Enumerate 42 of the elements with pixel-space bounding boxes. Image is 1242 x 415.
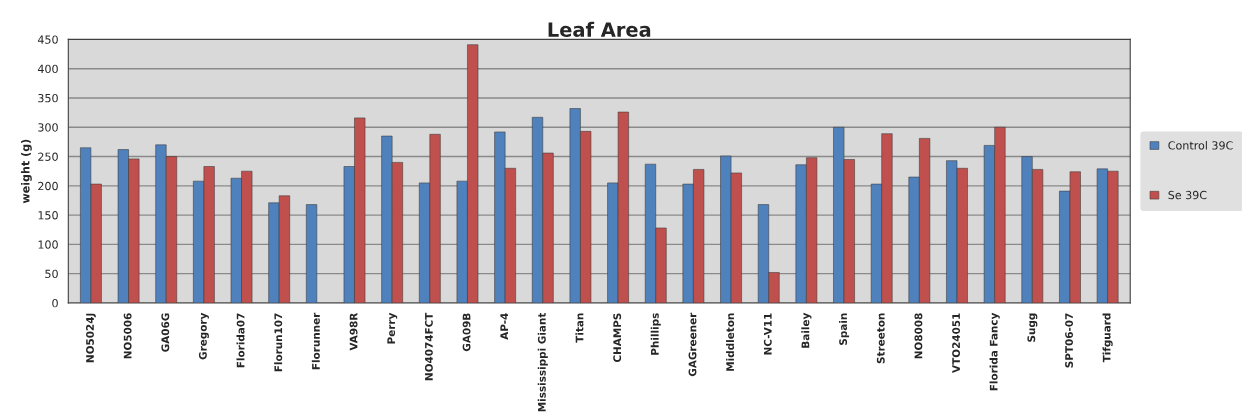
x-tick-label: NO5006 xyxy=(123,313,132,359)
legend-label: Se 39C xyxy=(1168,190,1207,200)
x-tick-label: VA98R xyxy=(349,312,358,351)
legend-label: Control 39C xyxy=(1168,140,1233,150)
x-tick-label: GAGreener xyxy=(688,312,697,377)
x-tick-label: Titan xyxy=(575,313,584,343)
x-tick-label: NO4074FCT xyxy=(424,312,433,381)
y-tick-label: 50 xyxy=(45,269,58,279)
x-tick-label: Phillips xyxy=(650,313,661,355)
y-tick-label: 0 xyxy=(52,298,58,308)
x-tick-label: Bailey xyxy=(801,312,812,348)
x-tick-label: Florunner xyxy=(311,312,320,370)
chart-title: Leaf Area xyxy=(548,21,651,37)
x-tick-label: Tifguard xyxy=(1102,313,1113,363)
x-tick-label: AP-4 xyxy=(500,313,508,340)
x-tick-label: NC-V11 xyxy=(763,313,772,355)
x-tick-label: Streeton xyxy=(876,313,885,364)
x-tick-label: NO8008 xyxy=(914,313,923,359)
x-tick-label: GA09B xyxy=(462,313,471,352)
x-tick-label: SPT06-07 xyxy=(1065,313,1073,368)
x-tick-label: CHAMPS xyxy=(613,313,622,363)
x-tick-label: Middleton xyxy=(726,313,735,371)
x-tick-label: VTO24051 xyxy=(952,313,961,373)
y-tick-label: 400 xyxy=(37,64,58,74)
y-tick-label: 450 xyxy=(37,35,58,44)
x-tick-label: Sugg xyxy=(1027,313,1038,342)
x-tick-label: Florun107 xyxy=(274,313,283,372)
y-tick-label: 250 xyxy=(38,152,58,161)
x-tick-label: Florida07 xyxy=(236,313,245,368)
y-tick-label: 300 xyxy=(38,123,58,132)
x-tick-label: Perry xyxy=(387,312,398,344)
x-tick-label: GA06G xyxy=(161,313,170,352)
y-tick-label: 200 xyxy=(38,181,58,191)
x-tick-label: Mississippi Giant xyxy=(537,312,548,412)
y-tick-label: 100 xyxy=(38,240,58,249)
x-tick-label: Spain xyxy=(838,313,850,345)
y-tick-label: 150 xyxy=(38,211,58,220)
y-tick-label: 350 xyxy=(38,93,58,103)
x-tick-label: Florida Fancy xyxy=(989,312,1000,391)
x-tick-label: Gregory xyxy=(198,312,209,360)
y-axis-title: weight (g) xyxy=(20,139,32,204)
x-tick-label: NO5024J xyxy=(86,313,96,363)
